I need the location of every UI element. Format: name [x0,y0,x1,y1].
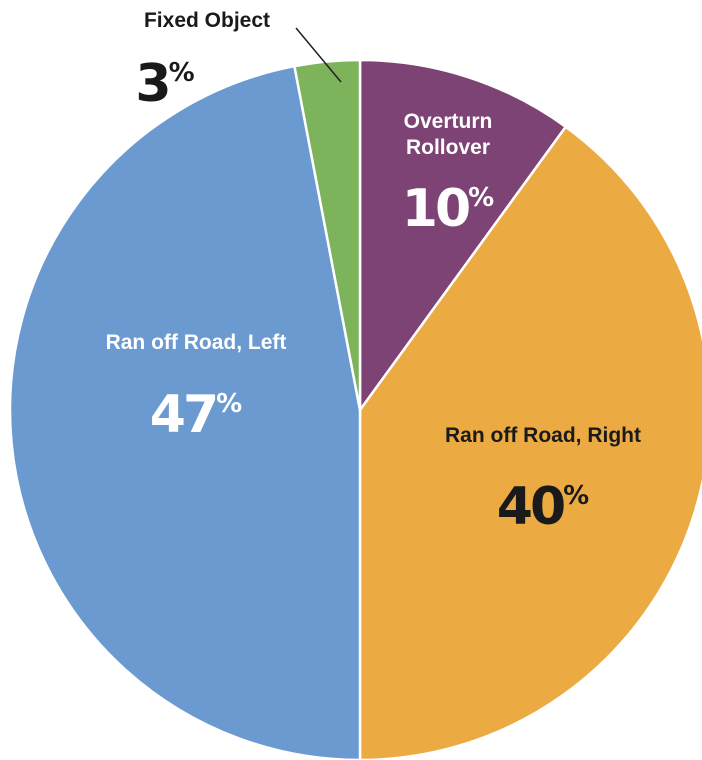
slice-label-overturn-rollover-line-1: Overturn [404,110,493,133]
slice-label-fixed-object: Fixed Object [144,9,270,32]
slice-label-overturn-rollover-line-2: Rollover [406,136,490,159]
slice-label-ran-off-road-right: Ran off Road, Right [445,424,641,447]
pie-slice-ran-off-road-left [8,64,362,760]
slice-label-ran-off-road-left: Ran off Road, Left [106,331,287,354]
slice-percent-fixed-object: 3% [135,54,194,114]
slice-percent-ran-off-road-left: 47% [150,385,242,445]
pie-slice-fixed-object [293,58,362,412]
slice-percent-overturn-rollover: 10% [402,179,494,239]
slice-percent-ran-off-road-right: 40% [497,477,589,537]
pie-slices [8,58,702,760]
pie-labels: Overturn Rollover 10% Ran off Road, Right 40… [106,9,641,537]
fixed-object-leader-line [295,27,342,83]
pie-slice-ran-off-road-right [358,125,702,760]
pie-slice-overturn-rollover [358,58,567,412]
